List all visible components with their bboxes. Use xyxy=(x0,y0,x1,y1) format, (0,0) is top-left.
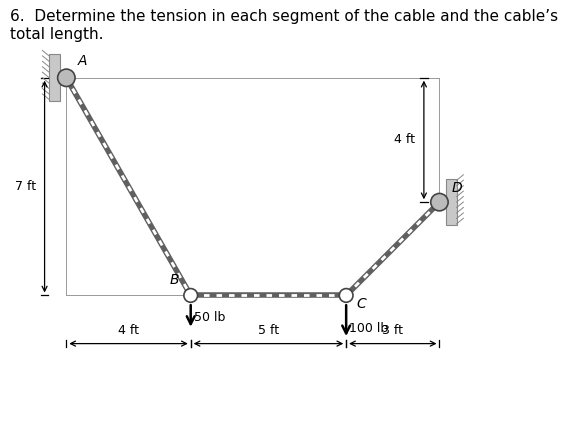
Text: 3 ft: 3 ft xyxy=(383,324,404,337)
Polygon shape xyxy=(446,179,457,226)
Text: 7 ft: 7 ft xyxy=(15,180,36,193)
Text: 4 ft: 4 ft xyxy=(394,133,415,147)
Text: D: D xyxy=(451,181,462,196)
Circle shape xyxy=(339,289,353,302)
Circle shape xyxy=(431,193,448,211)
Text: B: B xyxy=(169,273,179,287)
Text: 5 ft: 5 ft xyxy=(258,324,279,337)
Polygon shape xyxy=(49,54,60,101)
Text: A: A xyxy=(78,54,88,68)
Text: 4 ft: 4 ft xyxy=(118,324,139,337)
Text: 100 lb: 100 lb xyxy=(349,322,388,334)
Text: C: C xyxy=(356,297,366,311)
Circle shape xyxy=(58,69,75,87)
Text: 50 lb: 50 lb xyxy=(194,311,226,324)
Circle shape xyxy=(184,289,197,302)
Text: 6.  Determine the tension in each segment of the cable and the cable’s total len: 6. Determine the tension in each segment… xyxy=(11,9,558,42)
